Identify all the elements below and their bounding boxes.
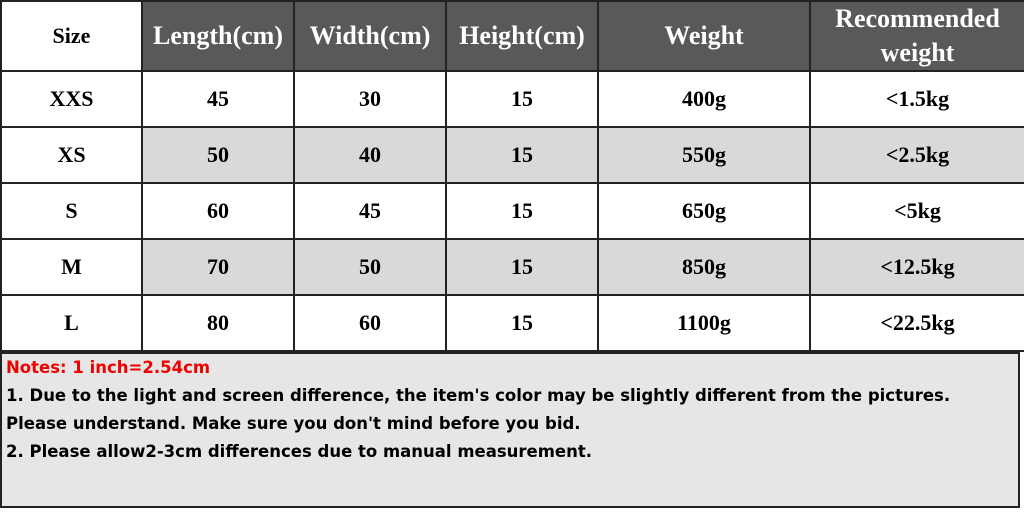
table-cell: 15	[445, 294, 599, 352]
table-cell: 40	[293, 126, 447, 184]
table-cell: <12.5kg	[809, 238, 1024, 296]
notes: Notes: 1 inch=2.54cm 1. Due to the light…	[0, 352, 1020, 508]
table-cell: 1100g	[597, 294, 811, 352]
table-cell: 15	[445, 126, 599, 184]
table-cell: 550g	[597, 126, 811, 184]
table-cell: <22.5kg	[809, 294, 1024, 352]
table-cell: 15	[445, 70, 599, 128]
table-cell: <5kg	[809, 182, 1024, 240]
note-line: 2. Please allow2-3cm differences due to …	[6, 442, 593, 461]
table-cell: <2.5kg	[809, 126, 1024, 184]
table-cell: M	[0, 238, 143, 296]
header-row: Size Length(cm) Width(cm) Height(cm) Weight R…	[0, 0, 1024, 72]
table-cell: 60	[293, 294, 447, 352]
table-row: M 70 50 15 850g <12.5kg	[0, 238, 1024, 296]
table-cell: XXS	[0, 70, 143, 128]
header-cell: Size	[0, 0, 143, 72]
table-cell: 650g	[597, 182, 811, 240]
table-cell: 45	[293, 182, 447, 240]
table-cell: XS	[0, 126, 143, 184]
header-cell: Width(cm)	[293, 0, 447, 72]
table-cell: 50	[293, 238, 447, 296]
table-row: XXS 45 30 15 400g <1.5kg	[0, 70, 1024, 128]
header-cell: Length(cm)	[141, 0, 295, 72]
header-cell: Recommended weight	[809, 0, 1024, 72]
table-cell: 45	[141, 70, 295, 128]
table-cell: S	[0, 182, 143, 240]
table-cell: <1.5kg	[809, 70, 1024, 128]
table-cell: 400g	[597, 70, 811, 128]
table-cell: 50	[141, 126, 295, 184]
table-cell: 15	[445, 182, 599, 240]
table-row: L 80 60 15 1100g <22.5kg	[0, 294, 1024, 352]
table-cell: 70	[141, 238, 295, 296]
header-cell: Weight	[597, 0, 811, 72]
table-cell: 850g	[597, 238, 811, 296]
table-cell: 30	[293, 70, 447, 128]
table-cell: 80	[141, 294, 295, 352]
table-row: XS 50 40 15 550g <2.5kg	[0, 126, 1024, 184]
table-row: S 60 45 15 650g <5kg	[0, 182, 1024, 240]
size-table: Size Length(cm) Width(cm) Height(cm) Weight R…	[0, 0, 1024, 352]
table-cell: L	[0, 294, 143, 352]
table-cell: 60	[141, 182, 295, 240]
notes-title: Notes: 1 inch=2.54cm	[6, 358, 211, 377]
header-cell: Height(cm)	[445, 0, 599, 72]
table-cell: 15	[445, 238, 599, 296]
note-line: 1. Due to the light and screen differenc…	[6, 386, 951, 433]
